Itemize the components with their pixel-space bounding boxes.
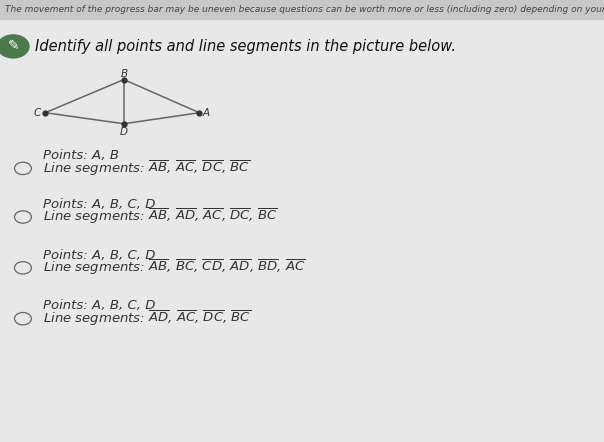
Text: ✎: ✎	[7, 39, 19, 53]
Text: B: B	[120, 69, 127, 79]
Bar	[0, 0, 604, 19]
Text: Line segments: $\overline{AB}$, $\overline{AD}$, $\overline{AC}$, $\overline{DC}: Line segments: $\overline{AB}$, $\overli…	[43, 207, 278, 226]
Text: Line segments: $\overline{AD}$, $\overline{AC}$, $\overline{DC}$, $\overline{BC}: Line segments: $\overline{AD}$, $\overli…	[43, 309, 252, 328]
Text: A: A	[203, 108, 210, 118]
Text: D: D	[120, 127, 128, 137]
Text: Points: A, B, C, D: Points: A, B, C, D	[43, 198, 156, 211]
Text: C: C	[33, 108, 40, 118]
Text: The movement of the progress bar may be uneven because questions can be worth mo: The movement of the progress bar may be …	[5, 5, 604, 14]
Circle shape	[0, 35, 29, 58]
Text: Line segments: $\overline{AB}$, $\overline{AC}$, $\overline{DC}$, $\overline{BC}: Line segments: $\overline{AB}$, $\overli…	[43, 158, 251, 178]
Text: Line segments: $\overline{AB}$, $\overline{BC}$, $\overline{CD}$, $\overline{AD}: Line segments: $\overline{AB}$, $\overli…	[43, 258, 306, 277]
Text: Identify all points and line segments in the picture below.: Identify all points and line segments in…	[35, 39, 456, 54]
Text: Points: A, B, C, D: Points: A, B, C, D	[43, 299, 156, 312]
Text: Points: A, B: Points: A, B	[43, 149, 120, 162]
Text: Points: A, B, C, D: Points: A, B, C, D	[43, 248, 156, 262]
